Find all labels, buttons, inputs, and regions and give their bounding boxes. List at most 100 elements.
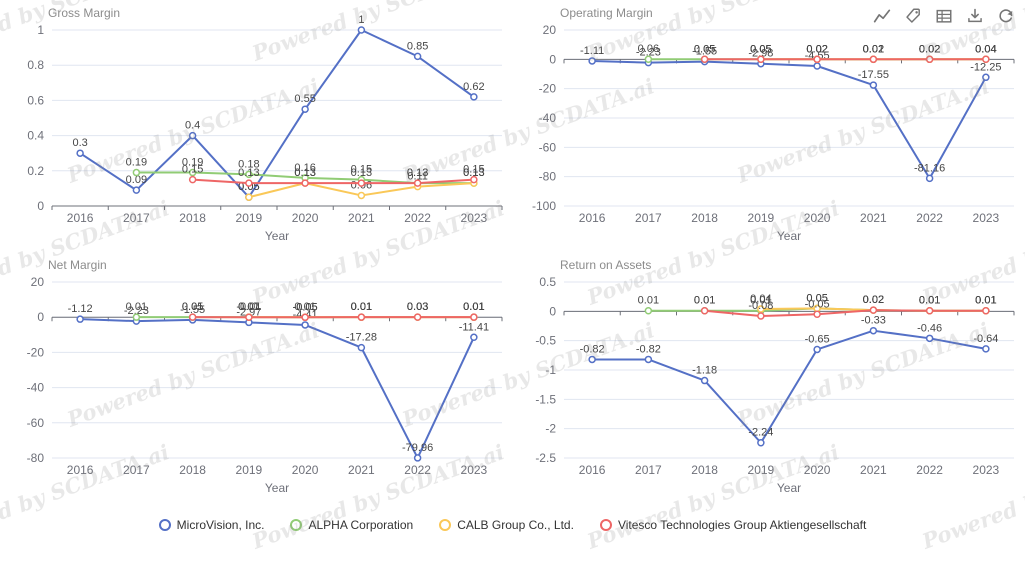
- data-point[interactable]: [869, 81, 878, 89]
- data-point[interactable]: [132, 186, 141, 194]
- data-point[interactable]: [700, 306, 709, 315]
- data-point[interactable]: [757, 438, 765, 447]
- data-point[interactable]: [245, 170, 253, 179]
- data-point[interactable]: [245, 179, 253, 187]
- data-point[interactable]: [132, 168, 141, 177]
- data-point[interactable]: [644, 306, 653, 315]
- data-point[interactable]: [925, 306, 934, 315]
- data-point-label: 0.01: [463, 301, 484, 313]
- data-point[interactable]: [470, 313, 478, 321]
- data-point[interactable]: [413, 313, 422, 321]
- data-point[interactable]: [357, 313, 366, 321]
- series-line[interactable]: 0.05 0.05 0.02 0.02 0.02 0.04: [694, 43, 997, 64]
- data-point[interactable]: [869, 55, 878, 64]
- data-point[interactable]: [813, 55, 821, 64]
- x-axis-tick-label: 2020: [804, 463, 831, 477]
- data-point[interactable]: [132, 313, 141, 321]
- data-point[interactable]: [188, 168, 197, 177]
- legend-item[interactable]: MicroVision, Inc.: [158, 518, 264, 532]
- data-point-label: 0.01: [975, 295, 996, 307]
- data-point[interactable]: [301, 321, 309, 329]
- data-point[interactable]: [813, 345, 821, 354]
- series-line[interactable]: -0.82 -0.82 -1.18 -2.24 -0.65 -0.33 -0.46 -0.64: [580, 315, 999, 447]
- data-point[interactable]: [413, 454, 422, 462]
- data-point[interactable]: [982, 345, 990, 353]
- data-point[interactable]: [76, 149, 84, 157]
- legend-item[interactable]: Vitesco Technologies Group Aktiengesells…: [599, 518, 866, 532]
- data-point[interactable]: [869, 306, 878, 314]
- data-point-label: 0.13: [463, 167, 484, 179]
- data-point[interactable]: [76, 315, 84, 323]
- data-point[interactable]: [588, 355, 596, 364]
- data-point[interactable]: [413, 52, 422, 61]
- data-point[interactable]: [588, 57, 596, 65]
- data-point[interactable]: [757, 305, 765, 313]
- chart-canvas-gross-margin[interactable]: Gross Margin 0 0.2 0.4 0.6 0.8 1 2016 2017 2018 20…: [0, 0, 512, 252]
- data-point[interactable]: [982, 55, 990, 64]
- data-point[interactable]: [925, 55, 934, 64]
- chart-canvas-return-on-assets[interactable]: Return on Assets 0.5 0 -0.5 -1 -1.5 -2 -2.5 2016…: [512, 252, 1024, 504]
- data-point[interactable]: [813, 310, 821, 319]
- data-point[interactable]: [757, 55, 765, 64]
- data-point[interactable]: [869, 326, 878, 335]
- data-view-icon[interactable]: [935, 7, 953, 25]
- data-point-label: 0.16: [294, 162, 315, 174]
- restore-icon[interactable]: [997, 7, 1015, 25]
- data-point[interactable]: [301, 105, 309, 113]
- data-point[interactable]: [982, 73, 990, 82]
- data-point[interactable]: [700, 55, 709, 64]
- data-point[interactable]: [357, 26, 366, 34]
- data-point[interactable]: [245, 193, 253, 201]
- chart-panel-return-on-assets: Return on Assets 0.5 0 -0.5 -1 -1.5 -2 -2.5 2016…: [512, 252, 1024, 504]
- data-point[interactable]: [700, 376, 709, 385]
- data-point[interactable]: [644, 355, 653, 364]
- data-point[interactable]: [813, 62, 821, 70]
- data-point-label: -0.82: [636, 343, 661, 355]
- y-axis-tick-label: -20: [27, 345, 45, 359]
- data-point[interactable]: [470, 333, 478, 342]
- series-line[interactable]: 0.15 0.13 0.13 0.13 0.13 0.15: [182, 164, 485, 187]
- download-icon[interactable]: [966, 7, 984, 25]
- data-point[interactable]: [470, 175, 478, 184]
- data-point[interactable]: [413, 179, 422, 187]
- data-point-label: 0.02: [919, 43, 940, 55]
- data-point[interactable]: [925, 334, 934, 343]
- data-point[interactable]: [470, 93, 478, 101]
- data-point-label: 0.01: [351, 301, 372, 313]
- data-point[interactable]: [357, 179, 366, 187]
- data-point[interactable]: [188, 131, 197, 140]
- data-point[interactable]: [245, 313, 253, 321]
- chart-legend: MicroVision, Inc. ALPHA Corporation CALB G…: [0, 518, 1025, 532]
- series-line[interactable]: -1.11-2.23-1.55-2.98-4.55-17.55-81.16-12…: [580, 45, 1001, 183]
- series-line[interactable]: 0.05 -0.01 -0.05 0.01 0.03 0.01: [182, 301, 485, 322]
- data-point-label: 0.13: [351, 167, 372, 179]
- data-point[interactable]: [925, 174, 934, 183]
- series-line[interactable]: 0.01 -0.08 -0.05 0.02 0.01 0.01: [694, 294, 997, 320]
- data-point[interactable]: [757, 312, 765, 320]
- y-axis-tick-label: -80: [539, 170, 557, 184]
- data-point[interactable]: [301, 313, 309, 322]
- data-point[interactable]: [301, 179, 309, 187]
- data-point[interactable]: [188, 175, 197, 184]
- legend-item[interactable]: CALB Group Co., Ltd.: [439, 518, 574, 532]
- legend-item[interactable]: ALPHA Corporation: [290, 518, 413, 532]
- data-point-label: -81.16: [914, 162, 945, 174]
- data-point[interactable]: [982, 306, 990, 315]
- line-chart-icon[interactable]: [873, 7, 891, 25]
- tag-icon[interactable]: [904, 7, 922, 25]
- data-point[interactable]: [644, 55, 653, 63]
- data-point[interactable]: [357, 191, 366, 200]
- y-axis-tick-label: -40: [539, 111, 557, 125]
- series-line[interactable]: 0.3 0.09 0.4 0.05 0.55 1 0.85 0.62: [72, 14, 485, 201]
- legend-marker-icon: [290, 519, 303, 531]
- y-axis-tick-label: 0.6: [27, 93, 44, 107]
- x-axis-tick-label: 2019: [748, 463, 775, 477]
- data-point[interactable]: [357, 343, 366, 352]
- data-point-label: 0.4: [185, 120, 200, 132]
- x-axis-tick-label: 2018: [691, 211, 718, 225]
- series-line[interactable]: -1.12-2.23-1.55-2.97-4.41-17.28-79.96-11…: [68, 303, 489, 462]
- data-point[interactable]: [188, 313, 197, 321]
- legend-marker-icon: [439, 519, 452, 531]
